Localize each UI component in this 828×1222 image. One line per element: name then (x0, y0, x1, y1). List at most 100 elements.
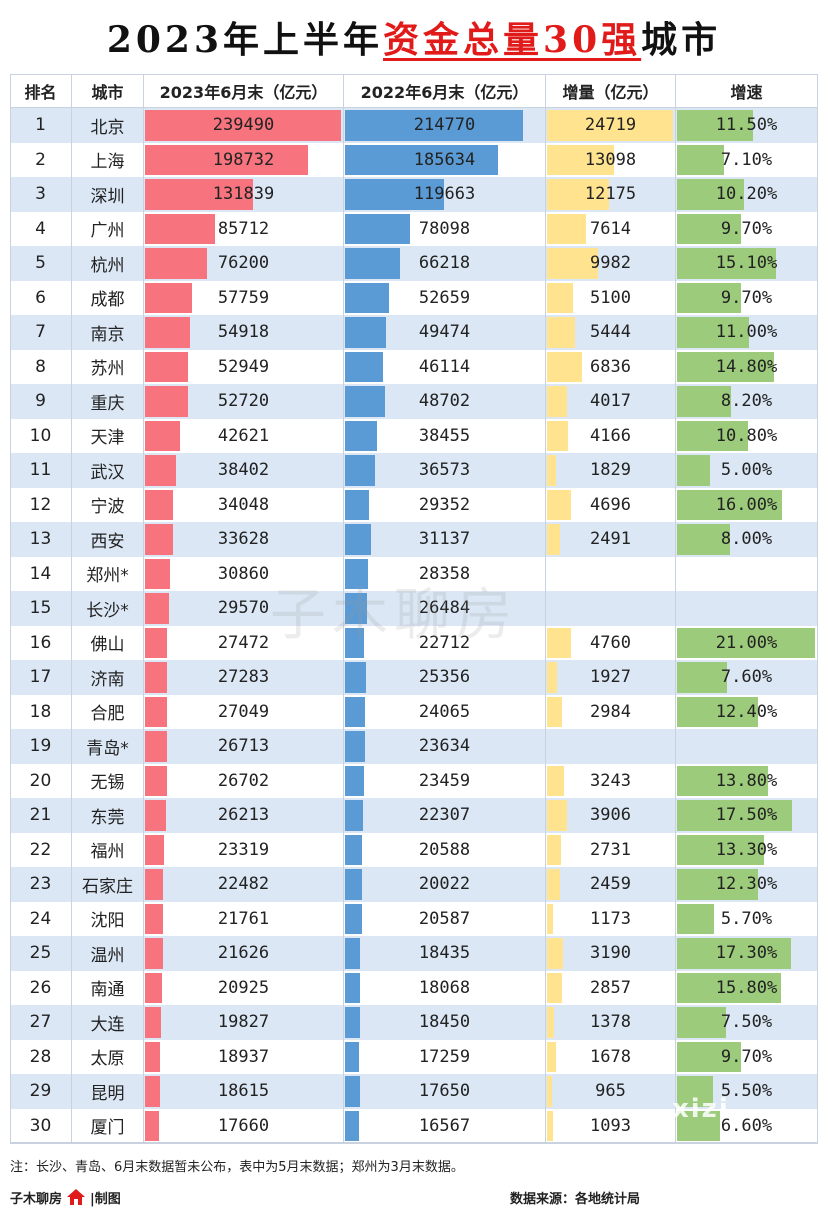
cell-y2023: 33628 (144, 522, 344, 557)
bar-increase (547, 317, 575, 348)
cell-rate: 7.10% (676, 142, 818, 177)
cell-rate: 13.30% (676, 832, 818, 867)
value-city: 无锡 (90, 773, 125, 794)
value-inc: 1378 (590, 1012, 631, 1033)
bar-rate (677, 420, 748, 451)
value-inc: 9982 (590, 253, 631, 274)
bar-2023 (145, 1041, 161, 1072)
cell-rank: 16 (10, 625, 72, 660)
value-y2023: 27049 (217, 701, 270, 722)
value-rate: 8.00% (720, 529, 773, 550)
cell-inc: 1093 (546, 1108, 676, 1143)
value-city: 石家庄 (82, 876, 133, 897)
bar-2023 (145, 696, 168, 727)
value-rate: 5.70% (720, 908, 773, 929)
cell-rank: 21 (10, 798, 72, 833)
value-y2022: 20587 (418, 908, 471, 929)
bar-rate (677, 834, 765, 865)
value-y2022: 26484 (418, 598, 471, 619)
bar-2022 (345, 317, 386, 348)
cell-rate: 6.60% (676, 1108, 818, 1143)
cell-inc (546, 591, 676, 626)
cell-city: 苏州 (72, 349, 144, 384)
value-rate: 9.70% (720, 218, 773, 239)
cell-rank: 5 (10, 246, 72, 281)
value-rank: 3 (35, 184, 46, 205)
cell-y2023: 29570 (144, 591, 344, 626)
value-y2023: 18615 (217, 1081, 270, 1102)
bar-2023 (145, 179, 253, 210)
column-header-rank: 排名 (10, 74, 72, 108)
cell-y2023: 76200 (144, 246, 344, 281)
cell-city: 济南 (72, 660, 144, 695)
bar-2022 (345, 1007, 361, 1038)
cell-y2022: 36573 (344, 453, 546, 488)
bar-increase (547, 903, 553, 934)
bar-2023 (145, 938, 163, 969)
cell-y2023: 26213 (144, 798, 344, 833)
cell-y2022: 18435 (344, 936, 546, 971)
cell-y2023: 27283 (144, 660, 344, 695)
value-city: 郑州* (86, 566, 129, 587)
value-inc: 2491 (590, 529, 631, 550)
value-inc: 965 (595, 1081, 626, 1102)
value-rate: 9.70% (720, 287, 773, 308)
cell-inc: 1927 (546, 660, 676, 695)
bar-rate (677, 662, 727, 693)
cell-y2023: 42621 (144, 418, 344, 453)
cell-y2022: 31137 (344, 522, 546, 557)
value-rank: 30 (29, 1115, 52, 1136)
value-rate: 15.10% (715, 253, 778, 274)
table-row (10, 591, 818, 627)
value-rate: 7.60% (720, 667, 773, 688)
value-y2022: 22712 (418, 632, 471, 653)
cell-y2023: 23319 (144, 832, 344, 867)
bar-2022 (345, 248, 400, 279)
cell-inc: 4760 (546, 625, 676, 660)
bar-rate (677, 1110, 721, 1141)
value-rank: 11 (29, 460, 52, 481)
bar-2023 (145, 282, 193, 313)
value-y2023: 22482 (217, 874, 270, 895)
house-icon (67, 1189, 86, 1205)
value-rate: 5.00% (720, 460, 773, 481)
bar-2022 (345, 593, 367, 624)
value-y2023: 26713 (217, 736, 270, 757)
cell-city: 温州 (72, 936, 144, 971)
cell-y2022: 214770 (344, 108, 546, 143)
value-rate: 13.80% (715, 770, 778, 791)
value-rank: 26 (29, 977, 52, 998)
bar-2023 (145, 558, 171, 589)
cell-inc: 1173 (546, 901, 676, 936)
cell-rate: 12.40% (676, 694, 818, 729)
value-rank: 16 (29, 632, 52, 653)
cell-y2023: 30860 (144, 556, 344, 591)
cell-y2022: 20588 (344, 832, 546, 867)
value-y2022: 22307 (418, 805, 471, 826)
value-y2023: 57759 (217, 287, 270, 308)
cell-rank: 7 (10, 315, 72, 350)
cell-y2022: 25356 (344, 660, 546, 695)
cell-y2023: 38402 (144, 453, 344, 488)
value-y2022: 78098 (418, 218, 471, 239)
bar-increase (547, 800, 567, 831)
bar-rate (677, 800, 792, 831)
bar-rate (677, 489, 783, 520)
cell-city: 太原 (72, 1039, 144, 1074)
bar-2023 (145, 248, 208, 279)
cell-city: 佛山 (72, 625, 144, 660)
value-y2023: 29570 (217, 598, 270, 619)
bar-2022 (345, 662, 366, 693)
cell-y2022: 46114 (344, 349, 546, 384)
cell-y2022: 23634 (344, 729, 546, 764)
cell-city: 深圳 (72, 177, 144, 212)
cell-rate: 5.00% (676, 453, 818, 488)
value-inc: 1173 (590, 908, 631, 929)
cell-inc: 2857 (546, 970, 676, 1005)
value-rate: 10.20% (715, 184, 778, 205)
value-y2022: 24065 (418, 701, 471, 722)
cell-y2022: 49474 (344, 315, 546, 350)
cell-y2023: 21761 (144, 901, 344, 936)
cell-y2022: 29352 (344, 487, 546, 522)
value-city: 上海 (90, 152, 125, 173)
